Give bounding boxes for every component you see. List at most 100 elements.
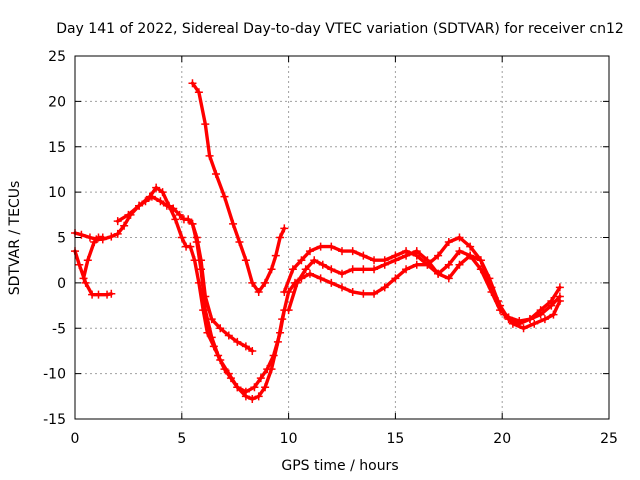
series-track-6: [184, 215, 289, 396]
data-point: [327, 265, 336, 274]
data-point: [476, 265, 485, 274]
y-tick-label: 20: [48, 94, 66, 110]
data-point: [444, 260, 453, 269]
data-point: [316, 242, 325, 251]
data-point: [466, 251, 475, 260]
data-point: [261, 278, 270, 287]
data-point: [359, 265, 368, 274]
x-tick-label: 25: [600, 431, 618, 447]
data-point: [188, 219, 197, 228]
data-point: [113, 229, 122, 238]
series-track-5: [188, 79, 289, 296]
data-point: [269, 351, 278, 360]
data-point: [79, 274, 88, 283]
data-point: [455, 247, 464, 256]
data-point: [316, 274, 325, 283]
data-point: [276, 328, 285, 337]
data-point: [194, 88, 203, 97]
data-point: [256, 374, 265, 383]
x-tick-label: 15: [386, 431, 404, 447]
data-point: [98, 233, 107, 242]
data-point: [348, 247, 357, 256]
axis-ticks: [74, 55, 610, 420]
data-point: [444, 274, 453, 283]
data-point: [359, 251, 368, 260]
data-point: [177, 233, 186, 242]
data-point: [192, 238, 201, 247]
data-point: [201, 306, 210, 315]
data-point: [276, 233, 285, 242]
data-point: [201, 120, 210, 129]
data-point: [310, 256, 319, 265]
data-point: [338, 247, 346, 256]
data-point: [327, 278, 336, 287]
data-point: [235, 238, 244, 247]
series-line: [286, 249, 562, 323]
y-tick-label: -5: [52, 321, 66, 337]
data-point: [271, 251, 280, 260]
data-point: [318, 260, 327, 269]
data-point: [359, 289, 368, 298]
data-point: [338, 269, 346, 278]
data-point: [229, 219, 238, 228]
data-point: [261, 383, 270, 392]
data-point: [248, 278, 257, 287]
data-point: [555, 283, 564, 292]
data-point: [241, 387, 250, 396]
data-point: [158, 188, 167, 197]
data-point: [224, 331, 233, 340]
data-point: [107, 289, 116, 298]
data-point: [519, 324, 528, 333]
data-point: [124, 210, 133, 219]
series-track-2: [71, 247, 116, 299]
data-point: [233, 383, 242, 392]
data-point: [135, 201, 144, 210]
y-axis-label: SDTVAR / TECUs: [7, 181, 23, 296]
data-point: [348, 287, 357, 296]
data-point: [370, 256, 379, 265]
data-point: [555, 292, 564, 301]
data-point: [547, 301, 556, 310]
data-point: [145, 192, 154, 201]
data-point: [241, 256, 250, 265]
chart-title: Day 141 of 2022, Sidereal Day-to-day VTE…: [56, 21, 624, 37]
grid: [75, 56, 609, 419]
data-point: [226, 374, 235, 383]
data-point: [280, 287, 289, 296]
y-tick-label: 0: [57, 276, 66, 292]
data-point: [81, 278, 90, 287]
y-tick-label: 5: [57, 231, 66, 247]
series-line: [282, 235, 562, 326]
data-point: [280, 224, 289, 233]
data-point: [327, 242, 336, 251]
data-point: [152, 183, 161, 192]
data-point: [107, 232, 116, 241]
x-tick-label: 20: [493, 431, 511, 447]
data-point: [380, 283, 389, 292]
data-point: [211, 169, 220, 178]
x-tick-labels: 0 5 10 15 20 25: [71, 431, 618, 447]
data-point: [530, 319, 539, 328]
data-point: [305, 247, 314, 256]
data-point: [434, 269, 443, 278]
data-point: [190, 256, 199, 265]
data-point: [455, 233, 464, 242]
data-point: [525, 315, 534, 324]
x-axis-label: GPS time / hours: [281, 458, 398, 474]
data-point: [391, 274, 400, 283]
data-point: [77, 230, 86, 239]
data-series: [71, 79, 564, 404]
data-point: [220, 192, 229, 201]
data-point: [402, 251, 411, 260]
data-point: [241, 342, 250, 351]
data-point: [248, 395, 257, 404]
series-track-8: [284, 247, 564, 325]
data-point: [214, 351, 223, 360]
data-point: [254, 392, 263, 401]
data-point: [120, 221, 129, 230]
data-point: [301, 265, 310, 274]
series-track-7: [280, 233, 564, 328]
data-point: [536, 310, 545, 319]
data-point: [75, 260, 84, 269]
